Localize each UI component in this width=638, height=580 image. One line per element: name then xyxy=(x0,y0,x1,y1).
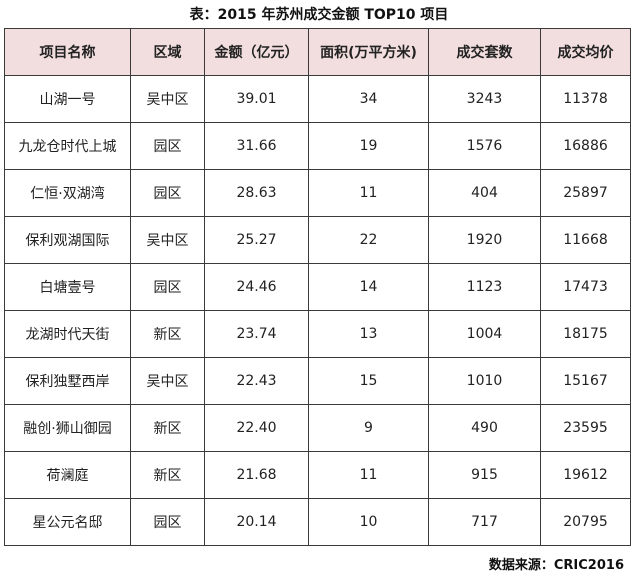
header-region: 区域 xyxy=(130,28,205,76)
cell-units: 1576 xyxy=(428,122,541,170)
cell-avg-price: 11668 xyxy=(540,216,631,264)
cell-amount: 28.63 xyxy=(204,169,309,217)
cell-project-name: 仁恒·双湖湾 xyxy=(4,169,131,217)
header-row: 项目名称 区域 金额（亿元） 面积(万平方米) 成交套数 成交均价 xyxy=(4,28,631,76)
cell-avg-price: 16886 xyxy=(540,122,631,170)
cell-region: 吴中区 xyxy=(130,216,205,264)
cell-avg-price: 18175 xyxy=(540,310,631,358)
cell-region: 园区 xyxy=(130,498,205,546)
table-row: 星公元名邸 园区 20.14 10 717 20795 xyxy=(4,498,631,546)
cell-units: 3243 xyxy=(428,75,541,123)
cell-amount: 21.68 xyxy=(204,451,309,499)
cell-region: 吴中区 xyxy=(130,357,205,405)
cell-units: 915 xyxy=(428,451,541,499)
cell-region: 新区 xyxy=(130,404,205,452)
cell-units: 717 xyxy=(428,498,541,546)
table-title: 表：2015 年苏州成交金额 TOP10 项目 xyxy=(189,7,449,23)
cell-amount: 39.01 xyxy=(204,75,309,123)
cell-region: 吴中区 xyxy=(130,75,205,123)
cell-project-name: 星公元名邸 xyxy=(4,498,131,546)
table-row: 白塘壹号 园区 24.46 14 1123 17473 xyxy=(4,263,631,311)
cell-amount: 23.74 xyxy=(204,310,309,358)
cell-amount: 22.40 xyxy=(204,404,309,452)
cell-region: 新区 xyxy=(130,451,205,499)
table-row: 龙湖时代天街 新区 23.74 13 1004 18175 xyxy=(4,310,631,358)
cell-avg-price: 25897 xyxy=(540,169,631,217)
table-row: 融创·狮山御园 新区 22.40 9 490 23595 xyxy=(4,404,631,452)
table-row: 保利独墅西岸 吴中区 22.43 15 1010 15167 xyxy=(4,357,631,405)
cell-area: 11 xyxy=(308,169,429,217)
cell-amount: 22.43 xyxy=(204,357,309,405)
cell-avg-price: 11378 xyxy=(540,75,631,123)
cell-area: 22 xyxy=(308,216,429,264)
cell-region: 园区 xyxy=(130,169,205,217)
cell-area: 11 xyxy=(308,451,429,499)
cell-region: 园区 xyxy=(130,263,205,311)
cell-project-name: 荷澜庭 xyxy=(4,451,131,499)
data-source-note: 数据来源：CRIC2016 xyxy=(488,558,624,573)
cell-area: 15 xyxy=(308,357,429,405)
table-row: 九龙仓时代上城 园区 31.66 19 1576 16886 xyxy=(4,122,631,170)
cell-project-name: 融创·狮山御园 xyxy=(4,404,131,452)
cell-area: 34 xyxy=(308,75,429,123)
cell-area: 9 xyxy=(308,404,429,452)
cell-amount: 20.14 xyxy=(204,498,309,546)
cell-area: 13 xyxy=(308,310,429,358)
header-units: 成交套数 xyxy=(428,28,541,76)
cell-units: 1004 xyxy=(428,310,541,358)
table-row: 保利观湖国际 吴中区 25.27 22 1920 11668 xyxy=(4,216,631,264)
cell-units: 404 xyxy=(428,169,541,217)
cell-area: 14 xyxy=(308,263,429,311)
header-avg-price: 成交均价 xyxy=(540,28,631,76)
cell-avg-price: 23595 xyxy=(540,404,631,452)
cell-avg-price: 17473 xyxy=(540,263,631,311)
cell-project-name: 九龙仓时代上城 xyxy=(4,122,131,170)
cell-area: 10 xyxy=(308,498,429,546)
cell-units: 1123 xyxy=(428,263,541,311)
cell-units: 1010 xyxy=(428,357,541,405)
cell-amount: 31.66 xyxy=(204,122,309,170)
cell-units: 1920 xyxy=(428,216,541,264)
header-amount: 金额（亿元） xyxy=(204,28,309,76)
cell-region: 园区 xyxy=(130,122,205,170)
header-project-name: 项目名称 xyxy=(4,28,131,76)
cell-avg-price: 19612 xyxy=(540,451,631,499)
cell-amount: 25.27 xyxy=(204,216,309,264)
cell-units: 490 xyxy=(428,404,541,452)
cell-project-name: 白塘壹号 xyxy=(4,263,131,311)
cell-area: 19 xyxy=(308,122,429,170)
cell-project-name: 龙湖时代天街 xyxy=(4,310,131,358)
cell-project-name: 保利独墅西岸 xyxy=(4,357,131,405)
table-row: 仁恒·双湖湾 园区 28.63 11 404 25897 xyxy=(4,169,631,217)
header-area: 面积(万平方米) xyxy=(308,28,429,76)
cell-amount: 24.46 xyxy=(204,263,309,311)
table-row: 山湖一号 吴中区 39.01 34 3243 11378 xyxy=(4,75,631,123)
cell-project-name: 山湖一号 xyxy=(4,75,131,123)
cell-region: 新区 xyxy=(130,310,205,358)
cell-avg-price: 20795 xyxy=(540,498,631,546)
cell-project-name: 保利观湖国际 xyxy=(4,216,131,264)
cell-avg-price: 15167 xyxy=(540,357,631,405)
table-row: 荷澜庭 新区 21.68 11 915 19612 xyxy=(4,451,631,499)
top10-table: 项目名称 区域 金额（亿元） 面积(万平方米) 成交套数 成交均价 山湖一号 吴… xyxy=(4,28,631,546)
